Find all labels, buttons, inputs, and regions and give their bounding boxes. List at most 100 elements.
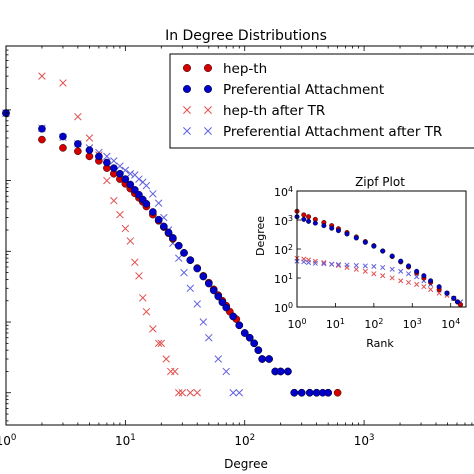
data-point [214, 355, 223, 363]
data-point [157, 339, 166, 348]
data-point [103, 176, 111, 185]
data-point [186, 256, 195, 264]
data-point [85, 146, 94, 154]
inset-point [306, 260, 312, 266]
inset-point [380, 273, 386, 279]
data-point [193, 264, 202, 273]
data-point [171, 367, 179, 376]
inset-point [451, 295, 457, 301]
inset-point [362, 263, 368, 269]
data-point [142, 199, 151, 208]
data-point [229, 312, 237, 321]
inset-point [353, 262, 359, 269]
data-point [149, 325, 157, 333]
data-point [222, 367, 230, 376]
data-point [142, 307, 151, 316]
data-point [174, 241, 183, 250]
data-point [126, 169, 135, 178]
inset-point [421, 273, 427, 279]
data-point [324, 388, 332, 397]
x-tick-label: 102 [234, 433, 255, 448]
legend-item: hep-th after TR [183, 103, 325, 119]
x-tick-label: 101 [115, 433, 136, 448]
legend-label: Preferential Attachment [223, 82, 384, 98]
data-point [38, 135, 46, 144]
inset-point [389, 266, 395, 272]
inset-title: Zipf Plot [355, 175, 405, 189]
data-point [85, 134, 94, 142]
inset-point [421, 284, 427, 290]
legend-label: hep-th [223, 61, 267, 77]
data-point [154, 215, 163, 224]
data-point [235, 321, 244, 330]
data-point [186, 284, 195, 293]
inset-x-axis-label: Rank [366, 337, 394, 350]
data-point [284, 367, 292, 376]
data-point [59, 132, 67, 141]
data-point [174, 389, 183, 397]
legend-marker [182, 63, 191, 72]
data-point [193, 389, 201, 397]
data-point [180, 249, 188, 257]
inset-point [335, 228, 341, 234]
inset-point [371, 263, 377, 270]
legend-marker [204, 127, 212, 135]
inset-point [362, 268, 368, 274]
data-point [74, 112, 82, 121]
data-point [199, 272, 208, 281]
data-point [116, 210, 124, 219]
legend-item: Preferential Attachment [182, 82, 384, 98]
data-point [149, 190, 157, 198]
data-point [109, 164, 118, 172]
inset-point [371, 243, 377, 249]
inset-point [321, 260, 327, 266]
inset-point [312, 258, 318, 264]
data-point [74, 140, 82, 148]
inset-point [406, 263, 412, 269]
data-point [240, 329, 249, 337]
data-point [103, 152, 111, 161]
inset-point [414, 268, 420, 274]
inset-point [353, 235, 359, 241]
data-point [254, 346, 263, 354]
data-point [149, 208, 157, 216]
legend-label: Preferential Attachment after TR [223, 124, 442, 140]
inset-point [428, 286, 434, 293]
inset-point [380, 248, 386, 254]
data-point [59, 144, 67, 152]
inset-point [321, 223, 327, 229]
data-point [333, 388, 342, 397]
legend: hep-th Preferential Attachment hep-th afte… [169, 53, 474, 149]
inset-point [428, 278, 434, 284]
legend-marker [182, 84, 191, 93]
legend-label: hep-th after TR [223, 103, 325, 119]
x-tick-label: 103 [354, 433, 375, 448]
legend-box [169, 53, 474, 149]
data-point [169, 234, 177, 242]
data-point [121, 175, 130, 183]
data-point [222, 303, 231, 312]
inset-point [312, 260, 318, 266]
data-point [154, 199, 163, 207]
data-point [164, 228, 173, 237]
data-point [110, 196, 118, 205]
inset-point [406, 279, 412, 286]
data-point [199, 318, 208, 326]
legend-marker [203, 63, 212, 72]
data-point [297, 388, 306, 397]
data-point [38, 72, 46, 80]
inset-point [353, 266, 359, 272]
inset-point [329, 261, 335, 267]
data-point [174, 254, 183, 262]
data-point [218, 298, 227, 307]
legend-marker [203, 84, 212, 93]
data-point [139, 294, 147, 302]
data-point [160, 222, 168, 231]
legend-marker [183, 106, 191, 114]
inset-point [301, 212, 307, 218]
data-point [154, 339, 163, 348]
inset-point [344, 262, 350, 268]
data-point [245, 333, 254, 342]
data-point [135, 175, 143, 183]
inset-point [406, 271, 412, 277]
